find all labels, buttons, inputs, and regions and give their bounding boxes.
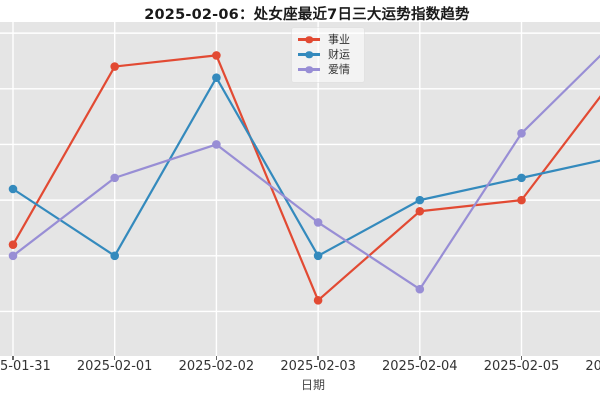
legend-item: 事业 [298, 32, 350, 47]
legend-item: 爱情 [298, 62, 350, 77]
data-point-财运 [8, 184, 18, 194]
data-point-爱情 [212, 140, 221, 149]
data-point-财运 [212, 73, 221, 82]
data-point-财运 [517, 173, 526, 183]
legend-swatch-line [298, 50, 320, 59]
x-tickmark [419, 356, 421, 360]
x-axis-label: 日期 [300, 378, 325, 392]
data-point-爱情 [415, 284, 425, 294]
legend-marker-dot [305, 50, 313, 59]
x-tickmark [215, 356, 218, 360]
x-tick-label: 2025-02-01 [76, 359, 153, 374]
x-tick-label: 2025-02-03 [280, 359, 356, 374]
x-tickmark [113, 356, 116, 360]
legend-item-label: 爱情 [328, 63, 350, 76]
legend-item-label: 事业 [328, 33, 350, 46]
data-point-财运 [110, 251, 119, 261]
x-tickmark [12, 356, 14, 360]
x-tick-label: 2025-01-31 [0, 359, 51, 374]
x-tick-label: 2025-02-05 [483, 359, 560, 374]
data-point-事业 [110, 62, 119, 71]
x-tickmark [317, 356, 319, 360]
data-point-爱情 [313, 218, 323, 227]
x-tickmark [520, 356, 523, 360]
data-point-事业 [212, 51, 221, 60]
data-point-爱情 [110, 173, 119, 183]
data-point-爱情 [8, 251, 18, 261]
legend-item: 财运 [298, 47, 350, 62]
x-axis-tick-labels: 2025-01-31 2025-02-01 2025-02-02 2025-02-03… [0, 359, 600, 377]
series-line-事业 [12, 54, 600, 302]
data-point-财运 [313, 251, 323, 261]
data-point-事业 [8, 240, 18, 249]
x-tick-label: 2025-02-04 [382, 359, 458, 374]
chart-title: 2025-02-06：处女座最近7日三大运势指数趋势 [144, 7, 470, 23]
x-tick-label: 2025-02-06 [585, 359, 600, 374]
x-tick-label: 2025-02-02 [178, 359, 255, 374]
data-point-爱情 [517, 129, 526, 138]
legend-marker-dot [305, 35, 313, 44]
legend-marker-dot [305, 65, 313, 74]
series-line-财运 [12, 76, 600, 257]
x-axis-tickmarks [0, 356, 600, 361]
legend-item-label: 财运 [328, 48, 350, 61]
legend-swatch-line [298, 65, 320, 74]
plot-area: 事业 财运 爱情 [0, 22, 600, 356]
data-point-财运 [415, 195, 425, 205]
legend-swatch-line [298, 35, 320, 44]
legend: 事业 财运 爱情 [291, 27, 365, 83]
data-point-事业 [415, 206, 425, 216]
data-point-事业 [313, 296, 323, 305]
data-point-事业 [517, 195, 526, 205]
